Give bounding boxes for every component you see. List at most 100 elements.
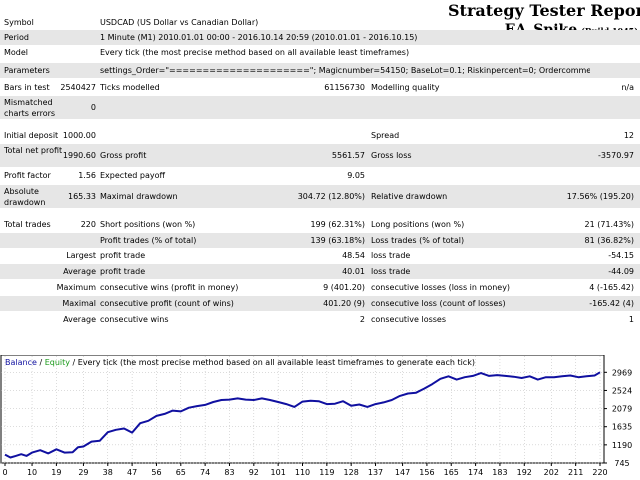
max-cons-losses-value: 4 (-165.42) xyxy=(589,283,634,292)
period-row: Period 1 Minute (M1) 2010.01.01 00:00 - … xyxy=(0,30,640,45)
y-tick-label: 2524 xyxy=(612,386,632,395)
x-tick-label: 29 xyxy=(78,468,88,477)
total-trades-label: Total trades xyxy=(4,220,51,229)
loss-trades-label: Loss trades (% of total) xyxy=(371,236,465,245)
y-axis-ticks: 745 1190 1635 2079 2524 2969 xyxy=(604,368,632,468)
legend-description: / Every tick (the most precise method ba… xyxy=(69,358,475,367)
maximal-row: Maximal consecutive profit (count of win… xyxy=(0,296,640,311)
x-tick-label: 92 xyxy=(249,468,259,477)
spread-value: 12 xyxy=(623,131,634,140)
average-loss-value: -44.09 xyxy=(608,267,634,276)
bars-row: Bars in test 2540427 Ticks modelled 6115… xyxy=(0,80,640,95)
average2-label: Average xyxy=(63,315,96,324)
legend-separator: / xyxy=(36,358,45,367)
mismatch-row: Mismatched charts errors 0 xyxy=(0,96,640,119)
short-positions-label: Short positions (won %) xyxy=(100,220,196,229)
x-tick-label: 83 xyxy=(224,468,234,477)
y-tick-label: 1190 xyxy=(612,441,632,450)
symbol-value: USDCAD (US Dollar vs Canadian Dollar) xyxy=(100,18,259,27)
avg-cons-wins-label: consecutive wins xyxy=(100,315,169,324)
x-tick-label: 74 xyxy=(200,468,210,477)
x-tick-label: 156 xyxy=(419,468,434,477)
gross-loss-value: -3570.97 xyxy=(598,151,634,160)
parameters-value: settings_Order="====================="; … xyxy=(100,66,590,75)
ticks-label: Ticks modelled xyxy=(100,83,160,92)
x-tick-label: 165 xyxy=(444,468,459,477)
parameters-row: Parameters settings_Order="=============… xyxy=(0,63,640,78)
gross-profit-value: 5561.57 xyxy=(331,151,365,160)
max-drawdown-label: Maximal drawdown xyxy=(100,192,178,201)
maximal-cons-profit-value: 401.20 (9) xyxy=(323,299,365,308)
x-tick-label: 174 xyxy=(468,468,483,477)
x-tick-label: 47 xyxy=(127,468,137,477)
maximum-label: Maximum xyxy=(56,283,96,292)
total-trades-row: Total trades 220 Short positions (won %)… xyxy=(0,217,640,232)
model-row: Model Every tick (the most precise metho… xyxy=(0,45,640,60)
abs-drawdown-label: Absolute drawdown xyxy=(4,187,46,207)
x-tick-label: 119 xyxy=(319,468,334,477)
profit-factor-row: Profit factor 1.56 Expected payoff 9.05 xyxy=(0,168,640,183)
x-tick-label: 19 xyxy=(51,468,61,477)
loss-trades-value: 81 (36.82%) xyxy=(584,236,634,245)
ticks-value: 61156730 xyxy=(324,83,365,92)
avg-cons-losses-value: 1 xyxy=(628,315,634,324)
legend-equity: Equity xyxy=(44,358,70,367)
average-profit-value: 40.01 xyxy=(342,267,365,276)
x-tick-label: 147 xyxy=(395,468,410,477)
largest-label: Largest xyxy=(66,251,96,260)
maximal-cons-loss-label: consecutive loss (count of losses) xyxy=(371,299,506,308)
initial-deposit-value: 1000.00 xyxy=(62,131,96,140)
largest-profit-value: 48.54 xyxy=(342,251,365,260)
net-profit-value: 1990.60 xyxy=(62,151,96,160)
maximal-cons-loss-value: -165.42 (4) xyxy=(589,299,634,308)
gross-profit-label: Gross profit xyxy=(100,151,147,160)
maximal-label: Maximal xyxy=(62,299,96,308)
report-title: Strategy Tester Report xyxy=(448,1,640,20)
x-tick-label: 211 xyxy=(568,468,583,477)
largest-loss-value: -54.15 xyxy=(608,251,634,260)
largest-row: Largest profit trade 48.54 loss trade -5… xyxy=(0,248,640,263)
profit-factor-label: Profit factor xyxy=(4,171,51,180)
largest-profit-label: profit trade xyxy=(100,251,146,260)
spread-label: Spread xyxy=(371,131,400,140)
x-tick-label: 110 xyxy=(295,468,310,477)
initial-deposit-label: Initial deposit xyxy=(4,131,59,140)
short-positions-value: 199 (62.31%) xyxy=(310,220,365,229)
expected-payoff-value: 9.05 xyxy=(347,171,365,180)
x-tick-label: 0 xyxy=(2,468,7,477)
long-positions-value: 21 (71.43%) xyxy=(584,220,634,229)
profit-trades-label: Profit trades (% of total) xyxy=(100,236,197,245)
y-tick-label: 2969 xyxy=(612,368,632,377)
chart-legend: Balance / Equity / Every tick (the most … xyxy=(5,358,475,368)
average-loss-label: loss trade xyxy=(371,267,411,276)
x-axis-ticks: 0 10 19 29 38 47 56 65 74 83 92 101 110 119 128 137 147 1… xyxy=(2,463,608,477)
average-profit-label: profit trade xyxy=(100,267,146,276)
chart-series xyxy=(4,371,601,459)
mismatch-value: 0 xyxy=(90,103,96,112)
expected-payoff-label: Expected payoff xyxy=(100,171,165,180)
x-tick-label: 56 xyxy=(151,468,161,477)
period-label: Period xyxy=(4,33,29,42)
maximum-row: Maximum consecutive wins (profit in mone… xyxy=(0,280,640,295)
average-label: Average xyxy=(63,267,96,276)
profit-trades-row: Profit trades (% of total) 139 (63.18%) … xyxy=(0,233,640,248)
avg-cons-losses-label: consecutive losses xyxy=(371,315,447,324)
profit-trades-value: 139 (63.18%) xyxy=(310,236,365,245)
x-tick-label: 183 xyxy=(492,468,507,477)
average-consecutive-row: Average consecutive wins 2 consecutive l… xyxy=(0,312,640,327)
y-tick-label: 745 xyxy=(614,459,629,468)
quality-label: Modelling quality xyxy=(371,83,440,92)
x-tick-label: 192 xyxy=(517,468,532,477)
rel-drawdown-label: Relative drawdown xyxy=(371,192,448,201)
initial-deposit-row: Initial deposit 1000.00 Spread 12 xyxy=(0,128,640,142)
total-trades-value: 220 xyxy=(80,220,96,229)
avg-cons-wins-value: 2 xyxy=(359,315,365,324)
symbol-label: Symbol xyxy=(4,18,34,27)
symbol-row: Symbol USDCAD (US Dollar vs Canadian Dol… xyxy=(0,16,640,30)
x-tick-label: 38 xyxy=(103,468,113,477)
x-tick-label: 137 xyxy=(368,468,383,477)
period-value: 1 Minute (M1) 2010.01.01 00:00 - 2016.10… xyxy=(100,33,418,42)
y-tick-label: 1635 xyxy=(612,423,632,432)
model-label: Model xyxy=(4,48,29,57)
bars-value: 2540427 xyxy=(60,83,96,92)
